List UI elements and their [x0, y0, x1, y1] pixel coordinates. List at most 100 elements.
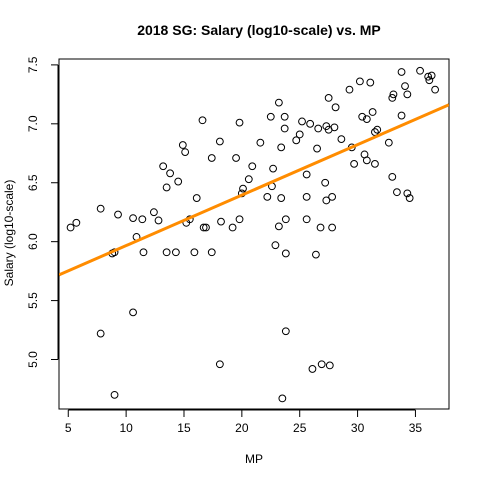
data-point [403, 90, 412, 99]
data-point [114, 210, 122, 219]
x-tick-label: 10 [119, 421, 133, 435]
data-point [235, 215, 244, 224]
data-point [306, 119, 315, 128]
data-point [66, 223, 75, 232]
x-tick-label: 15 [177, 421, 191, 435]
data-point [308, 365, 317, 373]
data-point [431, 85, 440, 94]
data-point [371, 159, 379, 168]
data-point [174, 177, 183, 186]
regression-line [59, 103, 449, 277]
data-point [350, 159, 359, 168]
data-point [274, 98, 283, 107]
data-point [302, 215, 311, 224]
data-point [178, 141, 187, 149]
data-point [207, 248, 216, 257]
data-point [271, 241, 280, 250]
x-axis-label: MP [245, 452, 263, 466]
data-point [202, 223, 210, 232]
data-point [316, 223, 325, 232]
data-point [393, 188, 401, 197]
data-point [110, 390, 119, 399]
data-point [292, 136, 301, 145]
data-point [425, 76, 434, 85]
data-point [239, 184, 247, 193]
data-point [280, 112, 289, 121]
x-tick-label: 30 [351, 421, 365, 435]
y-tick-label: 5.0 [26, 351, 40, 368]
x-tick-label: 5 [65, 421, 72, 435]
data-point [269, 164, 277, 173]
y-tick-label: 7.5 [26, 56, 40, 73]
data-point [403, 189, 412, 198]
data-point [330, 123, 339, 132]
data-point [328, 223, 337, 232]
data-point [325, 361, 334, 370]
data-point [244, 175, 253, 184]
data-point [397, 68, 406, 76]
data-point [317, 360, 326, 369]
data-point [416, 66, 424, 75]
x-tick-label: 20 [235, 421, 249, 435]
data-point [159, 162, 168, 171]
plot-area: 5 10 15 20 25 30 35 5.0 5.5 6.0 6.5 7.0 7.5 [26, 56, 450, 435]
data-point [266, 112, 275, 121]
data-point [217, 217, 225, 226]
data-point [149, 208, 158, 217]
data-point [302, 170, 311, 179]
data-point [129, 214, 137, 222]
data-point [324, 93, 333, 102]
data-point [281, 249, 290, 258]
data-point [228, 223, 237, 232]
data-point [345, 85, 354, 94]
data-point [263, 192, 272, 201]
data-point [129, 308, 137, 317]
data-point [138, 215, 147, 224]
y-tick-label: 7.0 [26, 115, 40, 132]
data-point [232, 154, 240, 162]
data-point [215, 360, 224, 369]
data-point [198, 116, 207, 125]
data-point [166, 169, 174, 178]
data-point [171, 248, 180, 257]
data-point [96, 329, 105, 338]
data-point [277, 194, 286, 202]
data-point [373, 125, 382, 134]
data-point [162, 183, 171, 192]
data-point [215, 137, 224, 146]
data-point [280, 124, 289, 133]
data-point [181, 148, 190, 156]
data-point [328, 192, 337, 201]
data-point [331, 103, 340, 112]
data-point [322, 196, 331, 205]
data-point [139, 248, 148, 257]
data-point [427, 71, 436, 80]
data-point [295, 130, 304, 139]
y-axis-label: Salary (log10-scale) [2, 180, 16, 287]
data-point [388, 172, 397, 181]
y-tick-label: 6.5 [26, 174, 40, 191]
plot-frame [58, 58, 450, 410]
data-point [384, 138, 393, 147]
data-point [337, 135, 346, 144]
data-point [313, 144, 321, 153]
data-point [207, 154, 216, 162]
data-point [368, 108, 377, 116]
data-point [312, 250, 320, 259]
chart-title: 2018 SG: Salary (log10-scale) vs. MP [137, 22, 381, 38]
data-point [281, 327, 290, 336]
data-point [162, 248, 171, 257]
data-point [358, 112, 367, 121]
data-point [274, 222, 283, 231]
data-point [355, 77, 364, 86]
x-tick-label: 35 [409, 421, 423, 435]
data-point [388, 93, 397, 102]
data-point [192, 194, 201, 202]
data-point [281, 215, 290, 224]
data-point [314, 124, 323, 133]
data-point [248, 162, 257, 171]
data-point [424, 72, 433, 81]
data-point [362, 115, 371, 124]
data-point [302, 192, 311, 201]
